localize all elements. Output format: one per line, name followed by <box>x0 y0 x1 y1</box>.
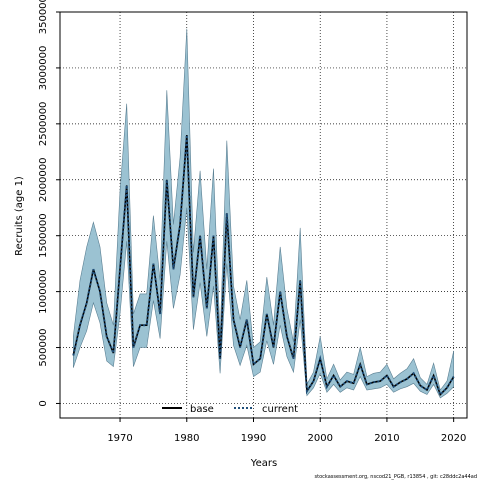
y-tick-label: 2500000 <box>38 102 49 147</box>
x-axis: 1970 1980 1990 2000 2010 2020 <box>107 418 466 444</box>
legend-label-current: current <box>262 404 298 415</box>
legend: base current <box>162 404 298 415</box>
y-tick-label: 500000 <box>38 328 49 366</box>
x-tick-label: 1990 <box>241 433 266 444</box>
footnote: stockassessment.org, nscod21_PGB, r13854… <box>315 474 477 480</box>
y-axis: 0 500000 1000000 1500000 2000000 2500000 30000… <box>38 0 60 407</box>
x-tick-label: 2020 <box>441 433 466 444</box>
x-tick-label: 1980 <box>174 433 199 444</box>
x-tick-label: 2000 <box>307 433 332 444</box>
confidence-band <box>73 28 454 399</box>
y-tick-label: 1000000 <box>38 269 49 314</box>
y-tick-label: 3500000 <box>38 0 49 34</box>
y-tick-label: 0 <box>38 400 49 406</box>
series-line-current <box>72 134 455 397</box>
y-axis-title: Recruits (age 1) <box>14 176 25 256</box>
x-tick-label: 2010 <box>374 433 399 444</box>
y-tick-label: 1500000 <box>38 213 49 258</box>
x-tick-label: 1970 <box>107 433 132 444</box>
legend-label-base: base <box>190 404 214 415</box>
y-tick-label: 3000000 <box>38 46 49 91</box>
x-axis-title: Years <box>250 458 277 469</box>
y-tick-label: 2000000 <box>38 157 49 202</box>
plot-frame <box>59 11 468 419</box>
